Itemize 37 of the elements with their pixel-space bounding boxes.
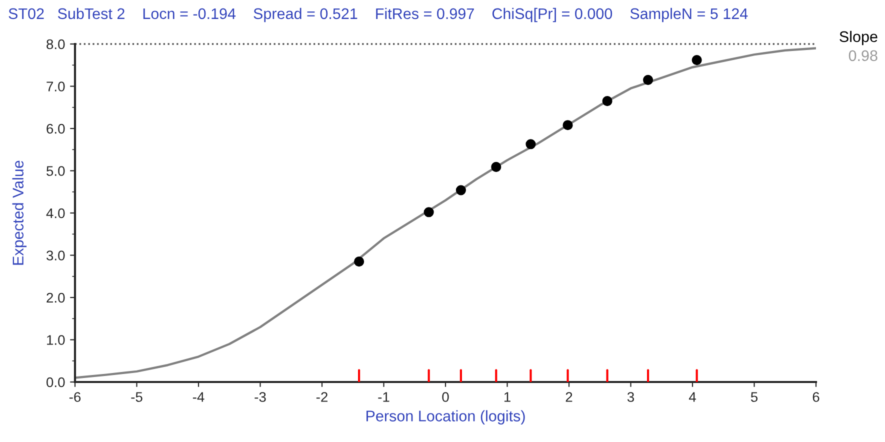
line-series: [75, 47, 816, 379]
x-axis-title: Person Location (logits): [366, 410, 525, 424]
point: [692, 55, 702, 66]
x-tick-label: -4: [192, 392, 204, 402]
x-tick-label: 3: [627, 392, 634, 402]
x-tick-label: -1: [378, 392, 390, 402]
y-tick-label: 0.0: [46, 377, 65, 388]
y-tick-label: 2.0: [46, 292, 65, 303]
point: [562, 120, 573, 130]
y-tick-label: 8.0: [46, 39, 65, 50]
chart-title: ST02 SubTest 2 Locn = -0.194 Spread = 0.521 FitRes = 0.997 ChiSq[Pr] = 0.000 SampleN = 5 124: [8, 8, 748, 22]
point: [602, 96, 612, 106]
x-tick-label: 4: [688, 392, 696, 402]
x-tick-label: 1: [504, 392, 510, 402]
y-tick-label: 6.0: [46, 124, 65, 134]
x-tick-label: 2: [566, 392, 572, 402]
point: [456, 185, 466, 196]
y-tick-label: 5.0: [46, 166, 65, 176]
y-tick-label: 4.0: [46, 208, 65, 218]
text: 0.98: [848, 50, 878, 62]
text: Slope: [840, 30, 878, 46]
point: [424, 207, 434, 218]
x-tick-label: -6: [69, 392, 81, 402]
point: [491, 162, 502, 172]
y-tick-label: 1.0: [47, 335, 65, 345]
y-tick-label: 7.0: [46, 82, 65, 92]
x-tick-label: -5: [131, 392, 142, 402]
y-axis-title: Expected Value: [12, 160, 27, 265]
point: [643, 74, 654, 85]
x-tick-label: 6: [812, 392, 820, 402]
x-tick-label: -3: [254, 392, 266, 402]
x-tick-label: 5: [750, 392, 758, 402]
y-tick-label: 3.0: [46, 250, 65, 260]
point: [526, 139, 536, 150]
x-tick-label: 0: [442, 392, 449, 402]
x-tick-label: -2: [316, 392, 328, 402]
point: [354, 256, 364, 267]
